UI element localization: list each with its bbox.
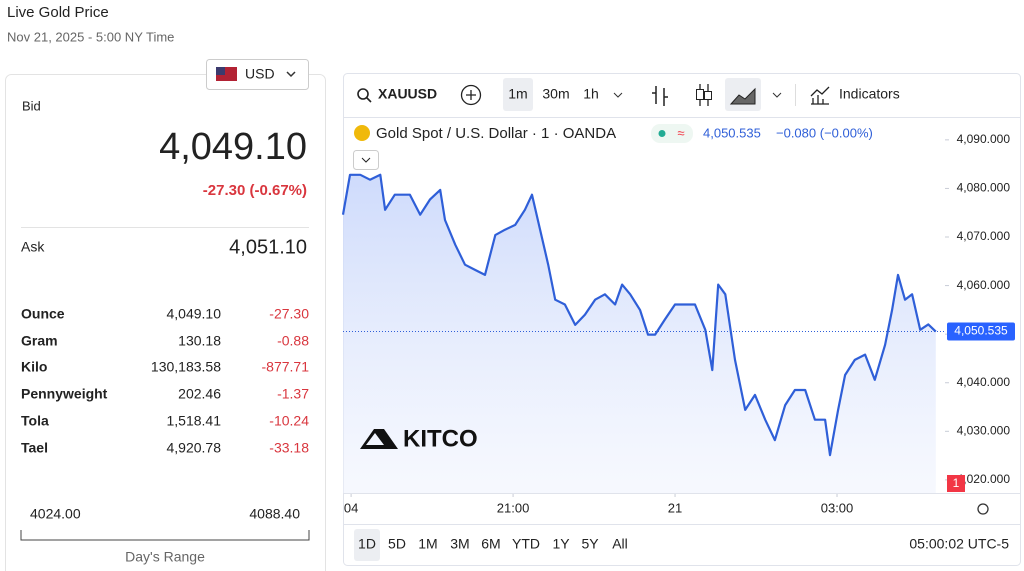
unit-change: -10.24: [269, 413, 309, 429]
chevron: [613, 92, 623, 98]
range-low: 4024.00: [30, 506, 81, 522]
search-icon-handle: [366, 97, 372, 103]
date: Nov 21, 2025 - 5:00 NY Time: [7, 29, 174, 44]
settings[interactable]: [977, 503, 989, 515]
x-tick-label: 21:00: [497, 500, 530, 515]
page-title: Live Gold Price: [7, 4, 109, 21]
unit-price: 130.18: [178, 333, 221, 349]
ranges: 1D 5D 1M 3M 6M YTD 1Y 5Y All: [358, 536, 628, 552]
x-tick-label: 04: [344, 500, 358, 515]
price-line: [341, 173, 937, 457]
unit-price: 202.46: [178, 386, 221, 402]
range-button[interactable]: 1D: [358, 536, 376, 552]
unit-name: Tola: [21, 413, 49, 429]
flag-canton: [216, 67, 225, 75]
chevron: [772, 92, 782, 98]
delay-icon: ≈: [677, 125, 684, 140]
unit-change: -1.37: [277, 386, 309, 402]
series-title: Gold Spot / U.S. Dollar · 1 · OANDA: [376, 125, 616, 142]
legend-change: −0.080 (−0.00%): [776, 125, 873, 140]
y-tick-label: 4,060.000: [957, 278, 1011, 292]
interval[interactable]: 1h: [583, 86, 599, 102]
alert-count: 1: [953, 476, 960, 490]
unit-name: Gram: [21, 333, 58, 349]
interval[interactable]: 1m: [508, 86, 527, 102]
unit-name: Tael: [21, 440, 48, 456]
area-icon[interactable]: [729, 87, 756, 105]
unit-name: Pennyweight: [21, 386, 108, 402]
bid-change: -27.30 (-0.67%): [203, 182, 307, 199]
candle-body: [696, 89, 704, 100]
unit-name: Kilo: [21, 359, 47, 375]
y-tick-label: 4,030.000: [957, 423, 1011, 437]
range-active: [354, 529, 380, 561]
bid-label: Bid: [22, 98, 41, 113]
quote-panel: [5, 74, 326, 571]
range-button[interactable]: 1M: [418, 536, 437, 552]
compare-button[interactable]: [460, 84, 482, 106]
candle-body: [704, 91, 712, 100]
range-label: Day's Range: [125, 549, 205, 565]
unit-price: 4,920.78: [167, 440, 222, 456]
search-icon[interactable]: [357, 88, 369, 100]
last-price-box: [947, 322, 1015, 341]
market-dot: [658, 130, 666, 137]
last-price-label: 4,050.535: [954, 324, 1008, 338]
intervals: 1m 30m 1h: [508, 86, 599, 102]
unit-change: -0.88: [277, 333, 309, 349]
unit-price: 130,183.58: [151, 359, 221, 375]
chevron: [286, 71, 296, 78]
logo: KITCO: [403, 425, 478, 452]
plus: [466, 90, 476, 100]
unit-price: 4,049.10: [167, 306, 222, 322]
x-tick-label: 03:00: [821, 500, 854, 515]
chevron: [361, 157, 371, 163]
gold-icon: [354, 125, 370, 141]
collapse-legend[interactable]: [353, 150, 379, 170]
range-high: 4088.40: [249, 506, 300, 522]
plot: 4,020.0004,030.0004,040.0004,050.0004,06…: [341, 132, 1015, 515]
indicators-icon: [810, 86, 830, 105]
x-tick-label: 21: [668, 500, 682, 515]
unit-change: -877.71: [262, 359, 310, 375]
range-button[interactable]: YTD: [512, 536, 540, 552]
ask-label: Ask: [21, 239, 45, 255]
indicators[interactable]: Indicators: [839, 86, 900, 102]
symbol[interactable]: XAUUSD: [378, 86, 437, 102]
currency: USD: [245, 66, 275, 82]
range-button[interactable]: 3M: [450, 536, 469, 552]
logo-mark: [360, 429, 398, 449]
alert-badge: [947, 475, 965, 492]
interval-active: [503, 78, 533, 111]
status-pill: [651, 124, 693, 143]
y-tick-label: 4,040.000: [957, 375, 1011, 389]
clock: 05:00:02 UTC-5: [909, 536, 1009, 552]
range-button[interactable]: 6M: [481, 536, 500, 552]
unit-change: -27.30: [269, 306, 309, 322]
legend-price: 4,050.535: [703, 125, 761, 140]
chart-type-active: [725, 78, 761, 111]
unit-table: Ounce 4,049.10 -27.30 Gram 130.18 -0.88 Kilo 13…: [21, 306, 309, 456]
unit-name: Ounce: [21, 306, 65, 322]
bars-icon[interactable]: [652, 86, 668, 106]
y-tick-label: 4,090.000: [957, 132, 1011, 146]
interval[interactable]: 30m: [542, 86, 569, 102]
range-button[interactable]: 1Y: [552, 536, 570, 552]
range-button[interactable]: 5Y: [581, 536, 599, 552]
y-tick-label: 4,070.000: [957, 229, 1011, 243]
range-bar: [20, 530, 310, 541]
bid: 4,049.10: [159, 126, 307, 168]
unit-change: -33.18: [269, 440, 309, 456]
range-button[interactable]: All: [612, 536, 628, 552]
y-tick-label: 4,020.000: [957, 472, 1011, 486]
y-tick-label: 4,080.000: [957, 181, 1011, 195]
ask: 4,051.10: [229, 236, 307, 258]
range-button[interactable]: 5D: [388, 536, 406, 552]
unit-price: 1,518.41: [167, 413, 222, 429]
